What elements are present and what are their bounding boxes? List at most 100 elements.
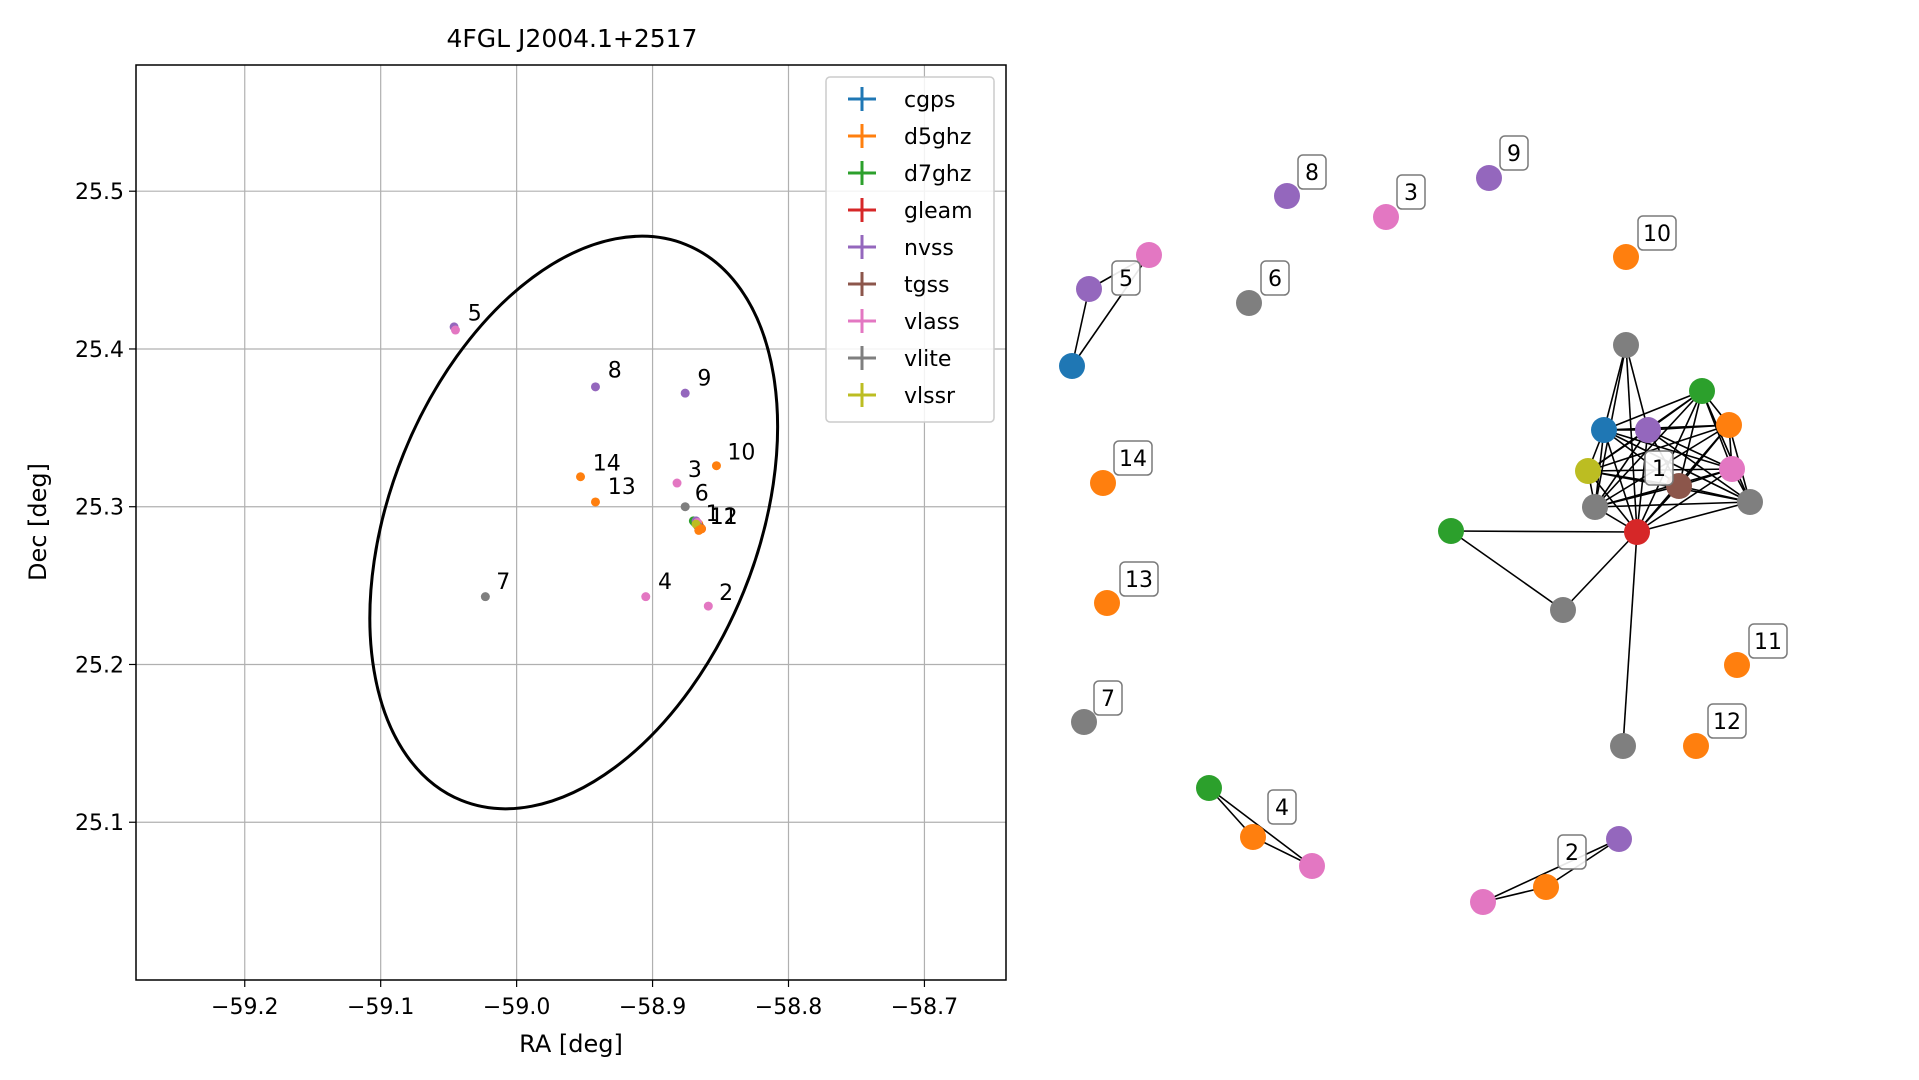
graph-edge (1482, 838, 1620, 903)
node-label-text: 3 (1404, 181, 1418, 206)
graph-node-nvss (1606, 826, 1632, 852)
point-label: 4 (658, 570, 672, 595)
y-tick-label: 25.1 (75, 811, 124, 836)
x-tick-label: −58.7 (891, 995, 958, 1020)
node-label-box (1111, 260, 1141, 296)
graph-node-d7ghz (1196, 775, 1222, 801)
graph-node-nvss (1635, 417, 1661, 443)
graph-node-cgps (1059, 353, 1085, 379)
graph-edge (1701, 390, 1751, 503)
node-label-box (1093, 680, 1123, 716)
legend-entry-nvss: nvss (848, 235, 954, 261)
node-label-box (1297, 154, 1327, 190)
graph-node-d5ghz (1533, 874, 1559, 900)
point-label: 1 (706, 502, 720, 527)
graph-edge (1071, 288, 1090, 367)
point-label: 10 (727, 440, 755, 465)
graph-node-label: 12 (1707, 703, 1747, 739)
graph-node-label: 8 (1297, 154, 1327, 190)
point-label: 6 (695, 481, 709, 506)
graph-nodes (1059, 165, 1763, 915)
graph-edge (1678, 424, 1730, 487)
data-point-d5ghz (711, 461, 721, 471)
axes-frame (135, 64, 1007, 981)
point-label: 7 (496, 570, 510, 595)
node-label-text: 6 (1268, 267, 1282, 292)
legend-label: d7ghz (904, 162, 971, 187)
graph-edge (1594, 485, 1680, 508)
graph-edge (1450, 530, 1638, 533)
data-point-nvss (680, 388, 690, 398)
legend-entry-gleam: gleam (848, 198, 973, 224)
graph-node-label: 3 (1396, 174, 1426, 210)
graph-node-vlssr (1575, 458, 1601, 484)
node-label-text: 4 (1275, 796, 1289, 821)
graph-node-label: 1 (1644, 450, 1674, 486)
legend-box (825, 76, 995, 423)
graph-node-label: 6 (1260, 260, 1290, 296)
graph-edge (1647, 429, 1751, 503)
data-point-vlass (672, 478, 682, 488)
graph-node-d5ghz (1240, 824, 1266, 850)
graph-node-vlite (1582, 494, 1608, 520)
y-axis-label: Dec [deg] (24, 463, 52, 581)
graph-node-cgps (1591, 417, 1617, 443)
point-label: 9 (697, 366, 711, 391)
node-label-box (1119, 561, 1159, 597)
data-point-vlite (480, 592, 490, 602)
graph-node-d5ghz (1683, 733, 1709, 759)
data-points (449, 322, 721, 611)
graph-node-d5ghz (1724, 652, 1750, 678)
point-label: 3 (688, 458, 702, 483)
graph-node-label: 14 (1113, 440, 1153, 476)
graph-node-label: 7 (1093, 680, 1123, 716)
graph-edges (1071, 254, 1751, 903)
node-label-box (1707, 703, 1747, 739)
graph-node-vlass (1299, 853, 1325, 879)
legend-entry-vlass: vlass (848, 309, 960, 335)
x-axis-label: RA [deg] (519, 1030, 623, 1058)
graph-node-d7ghz (1438, 518, 1464, 544)
y-tick-label: 25.5 (75, 180, 124, 205)
error-ellipse-layer (368, 234, 780, 811)
node-label-text: 14 (1119, 447, 1147, 472)
error-ellipse (368, 234, 780, 811)
node-label-box (1748, 623, 1788, 659)
legend-entry-tgss: tgss (848, 272, 950, 298)
graph-node-d5ghz (1613, 244, 1639, 270)
graph-node-vlass (1373, 204, 1399, 230)
node-label-box (1557, 834, 1587, 870)
x-tick-label: −58.8 (755, 995, 822, 1020)
y-tick-label: 25.4 (75, 338, 124, 363)
chart-title: 4FGL J2004.1+2517 (447, 24, 698, 53)
point-label: 8 (608, 358, 622, 383)
node-label-text: 12 (1713, 710, 1741, 735)
graph-edge (1562, 531, 1638, 611)
graph-node-d5ghz (1090, 470, 1116, 496)
data-point-d5ghz (576, 472, 586, 482)
node-label-box (1260, 260, 1290, 296)
graph-node-label: 11 (1748, 623, 1788, 659)
graph-node-label: 13 (1119, 561, 1159, 597)
graph-node-nvss (1476, 165, 1502, 191)
node-label-box (1499, 135, 1529, 171)
graph-node-nvss (1274, 183, 1300, 209)
node-label-text: 13 (1125, 568, 1153, 593)
data-point-vlass (703, 601, 713, 611)
y-tick-label: 25.3 (75, 496, 124, 521)
legend-label: tgss (904, 273, 950, 298)
node-label-box (1267, 789, 1297, 825)
node-label-box (1637, 215, 1677, 251)
point-label: 11 (710, 505, 738, 530)
legend-label: vlite (904, 347, 951, 372)
graph-edge (1603, 344, 1627, 431)
graph-edge (1622, 531, 1638, 747)
graph-node-vlass (1136, 242, 1162, 268)
graph-node-label: 5 (1111, 260, 1141, 296)
data-point-d5ghz (590, 497, 600, 507)
axis-ticks: −59.2 −59.1 −59.0 −58.9 −58.8 −58.725.125.225… (75, 180, 958, 1020)
point-label: 5 (468, 302, 482, 327)
legend-label: cgps (904, 88, 956, 113)
